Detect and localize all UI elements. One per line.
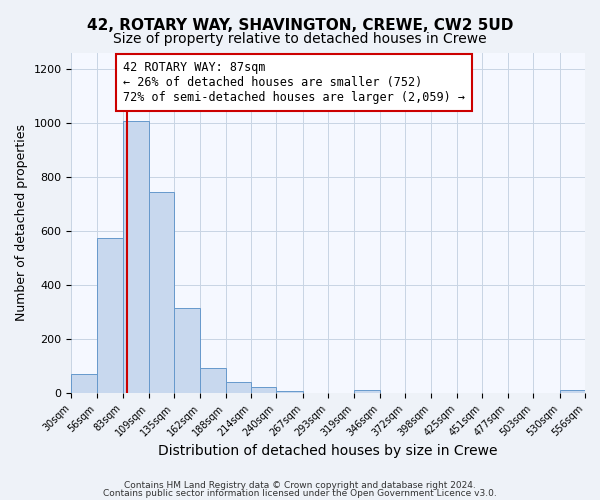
- Bar: [560, 390, 585, 394]
- Bar: [97, 238, 123, 394]
- Bar: [353, 390, 380, 394]
- Bar: [226, 382, 251, 394]
- Bar: [149, 192, 174, 394]
- Text: Contains HM Land Registry data © Crown copyright and database right 2024.: Contains HM Land Registry data © Crown c…: [124, 480, 476, 490]
- Bar: [174, 308, 200, 394]
- Bar: [277, 391, 303, 394]
- Bar: [71, 374, 97, 394]
- Bar: [123, 122, 149, 394]
- Text: 42, ROTARY WAY, SHAVINGTON, CREWE, CW2 5UD: 42, ROTARY WAY, SHAVINGTON, CREWE, CW2 5…: [87, 18, 513, 32]
- X-axis label: Distribution of detached houses by size in Crewe: Distribution of detached houses by size …: [158, 444, 498, 458]
- Text: Size of property relative to detached houses in Crewe: Size of property relative to detached ho…: [113, 32, 487, 46]
- Y-axis label: Number of detached properties: Number of detached properties: [15, 124, 28, 322]
- Text: 42 ROTARY WAY: 87sqm
← 26% of detached houses are smaller (752)
72% of semi-deta: 42 ROTARY WAY: 87sqm ← 26% of detached h…: [123, 60, 465, 104]
- Text: Contains public sector information licensed under the Open Government Licence v3: Contains public sector information licen…: [103, 489, 497, 498]
- Bar: [251, 388, 277, 394]
- Bar: [200, 368, 226, 394]
